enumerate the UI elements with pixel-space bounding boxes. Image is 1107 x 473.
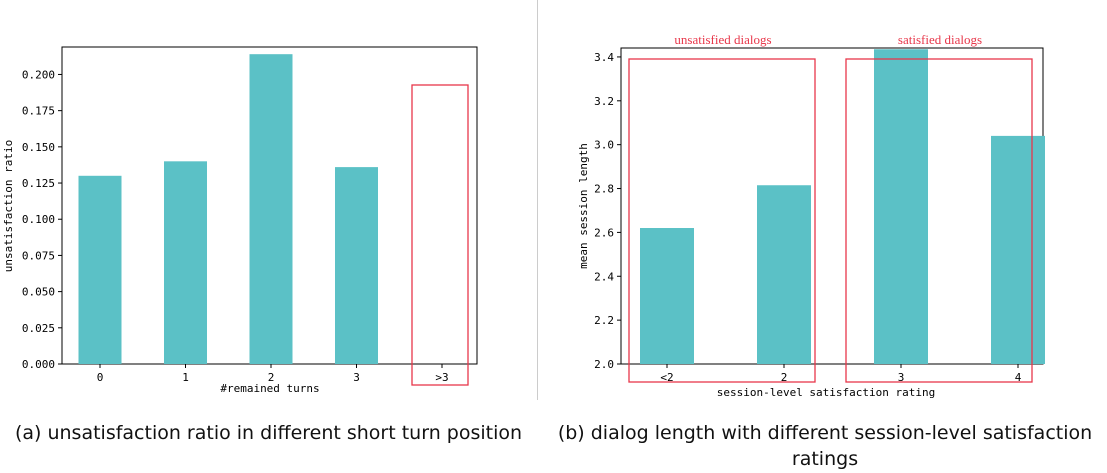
x-tick-label: >3 bbox=[435, 371, 448, 384]
annotation-satisfied-dialogs: satisfied dialogs bbox=[898, 32, 982, 47]
x-axis-label: session-level satisfaction rating bbox=[717, 386, 936, 399]
panel-divider bbox=[537, 0, 538, 400]
caption-a: (a) unsatisfaction ratio in different sh… bbox=[14, 422, 523, 444]
highlight-box-unsatisfied bbox=[628, 58, 816, 383]
y-tick-label: 0.175 bbox=[22, 105, 55, 118]
x-tick-label: 1 bbox=[182, 371, 189, 384]
x-tick-label: 0 bbox=[97, 371, 104, 384]
bar bbox=[78, 175, 122, 364]
caption-b: (b) dialog length with different session… bbox=[557, 422, 1093, 470]
y-tick-label: 3.4 bbox=[594, 51, 614, 64]
x-axis-label: #remained turns bbox=[220, 382, 319, 395]
y-tick-label: 0.200 bbox=[22, 68, 55, 81]
bar bbox=[164, 161, 207, 364]
highlight-box-satisfied bbox=[845, 58, 1033, 383]
bar bbox=[640, 228, 694, 364]
y-tick-label: 2.0 bbox=[594, 358, 614, 371]
bar bbox=[874, 49, 928, 365]
chart-unsatisfaction-ratio: 0.000 0.025 0.050 0.075 0.100 0.125 0.150 0.175… bbox=[2, 46, 478, 395]
y-tick-label: 0.150 bbox=[22, 141, 55, 154]
x-tick-label: 3 bbox=[353, 371, 360, 384]
y-tick-label: 3.2 bbox=[594, 95, 614, 108]
y-tick-label: 3.0 bbox=[594, 139, 614, 152]
y-tick-label: 0.050 bbox=[22, 286, 55, 299]
highlight-box-beyond-3 bbox=[411, 84, 469, 386]
y-tick-label: 0.100 bbox=[22, 213, 55, 226]
y-tick-label: 0.125 bbox=[22, 177, 55, 190]
annotation-unsatisfied-dialogs: unsatisfied dialogs bbox=[674, 32, 771, 47]
x-tick-label: 4 bbox=[1015, 371, 1022, 384]
x-tick-label: 2 bbox=[781, 371, 788, 384]
y-axis-label: unsatisfaction ratio bbox=[2, 140, 15, 272]
chart-session-length: 2.0 2.2 2.4 2.6 2.8 3.0 3.2 3.4 <2 2 3 4 session-l… bbox=[577, 32, 1045, 399]
y-tick-label: 2.2 bbox=[594, 314, 614, 327]
y-tick-label: 0.025 bbox=[22, 322, 55, 335]
y-tick-label: 2.4 bbox=[594, 270, 614, 283]
bar bbox=[757, 185, 811, 364]
y-tick-label: 0.000 bbox=[22, 358, 55, 371]
bar bbox=[249, 54, 293, 364]
x-tick-label: 2 bbox=[268, 371, 275, 384]
x-tick-label: <2 bbox=[660, 371, 673, 384]
bar bbox=[991, 135, 1045, 364]
y-tick-label: 2.6 bbox=[594, 226, 614, 239]
y-tick-label: 0.075 bbox=[22, 249, 55, 262]
y-axis-label: mean session length bbox=[577, 143, 590, 269]
bar bbox=[335, 167, 378, 364]
y-tick-label: 2.8 bbox=[594, 183, 614, 196]
x-tick-label: 3 bbox=[898, 371, 905, 384]
